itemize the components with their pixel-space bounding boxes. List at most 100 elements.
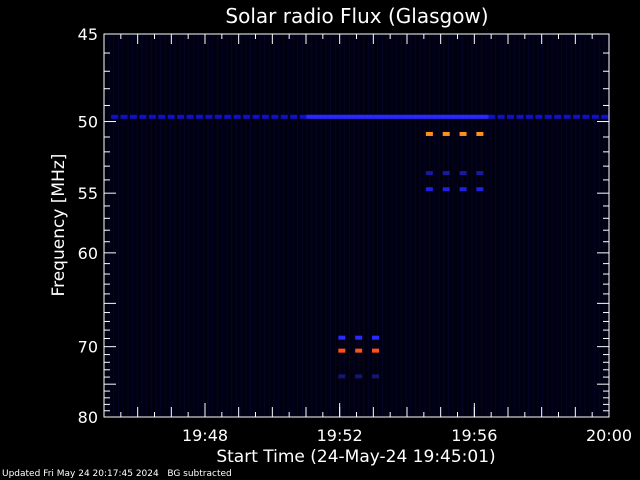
x-axis: 19:48 19:52 19:56 20:00 bbox=[103, 34, 632, 445]
continuum-mark bbox=[243, 114, 251, 119]
plot-area bbox=[104, 34, 609, 417]
continuum-mark bbox=[488, 114, 496, 119]
continuum-strong-mark bbox=[333, 114, 341, 119]
continuum-mark bbox=[563, 114, 571, 119]
burst-54.7-mark bbox=[459, 187, 467, 192]
continuum-mark bbox=[129, 114, 137, 119]
burst-54.7-mark bbox=[425, 187, 433, 192]
continuum-mark bbox=[214, 114, 222, 119]
chart-title: Solar radio Flux (Glasgow) bbox=[225, 4, 488, 28]
continuum-strong-mark bbox=[366, 114, 374, 119]
updated-timestamp: Updated Fri May 24 20:17:45 2024 bbox=[2, 469, 159, 479]
continuum-mark bbox=[299, 114, 307, 119]
burst-50.8-mark bbox=[476, 131, 484, 136]
continuum-strong-mark bbox=[467, 114, 475, 119]
burst-50.8-mark bbox=[442, 131, 450, 136]
continuum-mark bbox=[591, 114, 599, 119]
continuum-mark bbox=[252, 114, 260, 119]
continuum-strong-mark bbox=[454, 114, 462, 119]
continuum-strong-mark bbox=[360, 114, 368, 119]
burst-70.5-mark bbox=[355, 348, 363, 353]
burst-53.5-mark bbox=[476, 171, 484, 176]
burst-53.5-mark bbox=[425, 171, 433, 176]
continuum-mark bbox=[290, 114, 298, 119]
continuum-mark bbox=[158, 114, 166, 119]
continuum-mark bbox=[573, 114, 581, 119]
continuum-strong-mark bbox=[353, 114, 361, 119]
y-tick-label: 70 bbox=[78, 338, 98, 357]
continuum-strong-mark bbox=[319, 114, 327, 119]
burst-70.5-mark bbox=[338, 348, 346, 353]
continuum-strong-mark bbox=[474, 114, 482, 119]
spectral-features bbox=[111, 114, 609, 379]
continuum-strong-mark bbox=[326, 114, 334, 119]
continuum-mark bbox=[195, 114, 203, 119]
continuum-strong-mark bbox=[441, 114, 449, 119]
y-tick-label: 60 bbox=[78, 244, 98, 263]
continuum-mark bbox=[233, 114, 241, 119]
x-tick-label: 20:00 bbox=[586, 426, 632, 445]
burst-53.5-mark bbox=[442, 171, 450, 176]
burst-73.9-mark bbox=[338, 374, 346, 379]
burst-70.5-mark bbox=[372, 348, 380, 353]
x-tick-label: 19:48 bbox=[182, 426, 228, 445]
continuum-mark bbox=[516, 114, 524, 119]
continuum-mark bbox=[507, 114, 515, 119]
processing-note: BG subtracted bbox=[167, 469, 232, 479]
continuum-mark bbox=[271, 114, 279, 119]
continuum-strong-mark bbox=[400, 114, 408, 119]
continuum-mark bbox=[554, 114, 562, 119]
x-axis-label: Start Time (24-May-24 19:45:01) bbox=[216, 447, 495, 467]
continuum-strong-mark bbox=[306, 114, 314, 119]
continuum-mark bbox=[601, 114, 609, 119]
continuum-mark bbox=[280, 114, 288, 119]
continuum-strong-mark bbox=[340, 114, 348, 119]
continuum-strong-mark bbox=[461, 114, 469, 119]
continuum-mark bbox=[111, 114, 119, 119]
continuum-strong-mark bbox=[313, 114, 321, 119]
continuum-mark bbox=[535, 114, 543, 119]
y-axis-label: Frequency [MHz] bbox=[49, 154, 69, 297]
footer: Updated Fri May 24 20:17:45 2024 BG subt… bbox=[2, 469, 232, 479]
y-tick-label: 80 bbox=[78, 408, 98, 427]
continuum-mark bbox=[582, 114, 590, 119]
continuum-mark bbox=[148, 114, 156, 119]
continuum-mark bbox=[167, 114, 175, 119]
burst-54.7-mark bbox=[476, 187, 484, 192]
continuum-strong-mark bbox=[427, 114, 435, 119]
continuum-strong-mark bbox=[373, 114, 381, 119]
continuum-mark bbox=[120, 114, 128, 119]
continuum-strong-mark bbox=[447, 114, 455, 119]
background-noise bbox=[108, 36, 610, 415]
continuum-mark bbox=[224, 114, 232, 119]
continuum-strong-mark bbox=[380, 114, 388, 119]
continuum-strong-mark bbox=[393, 114, 401, 119]
y-tick-label: 50 bbox=[78, 113, 98, 132]
y-tick-label: 55 bbox=[78, 184, 98, 203]
continuum-strong-mark bbox=[414, 114, 422, 119]
y-axis: 45 50 55 60 70 80 bbox=[78, 25, 609, 427]
continuum-mark bbox=[205, 114, 213, 119]
continuum-mark bbox=[261, 114, 269, 119]
continuum-strong-mark bbox=[481, 114, 489, 119]
continuum-strong-mark bbox=[434, 114, 442, 119]
continuum-strong-mark bbox=[407, 114, 415, 119]
burst-73.9-mark bbox=[372, 374, 380, 379]
burst-50.8-mark bbox=[459, 131, 467, 136]
continuum-mark bbox=[525, 114, 533, 119]
burst-50.8-mark bbox=[425, 131, 433, 136]
y-tick-label: 45 bbox=[78, 25, 98, 44]
x-tick-label: 19:56 bbox=[451, 426, 497, 445]
continuum-mark bbox=[544, 114, 552, 119]
burst-54.7-mark bbox=[442, 187, 450, 192]
continuum-mark bbox=[177, 114, 185, 119]
burst-68.9-mark bbox=[338, 335, 346, 340]
continuum-strong-mark bbox=[346, 114, 354, 119]
burst-68.9-mark bbox=[355, 335, 363, 340]
continuum-strong-mark bbox=[387, 114, 395, 119]
x-tick-label: 19:52 bbox=[317, 426, 363, 445]
continuum-mark bbox=[186, 114, 194, 119]
continuum-mark bbox=[497, 114, 505, 119]
